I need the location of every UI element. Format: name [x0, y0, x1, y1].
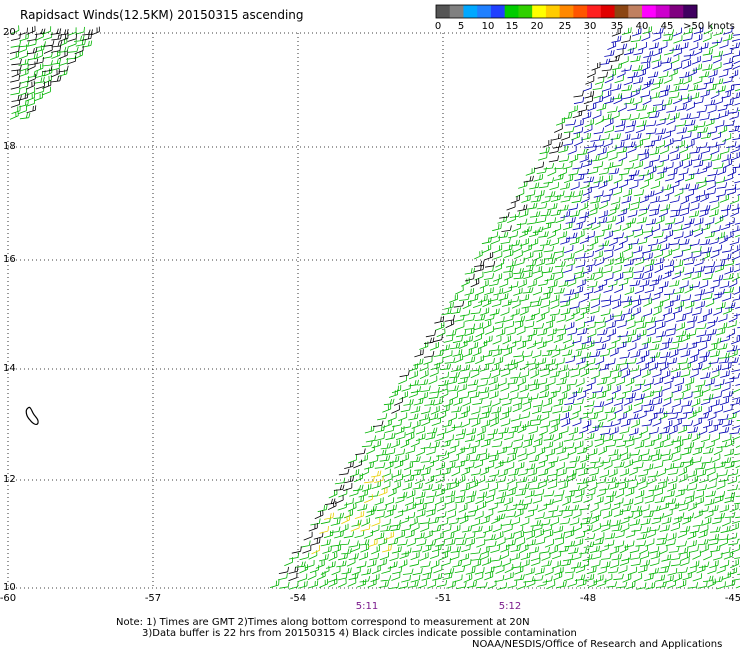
colorbar-swatch [532, 5, 547, 18]
longitude-tick-label: -54 [289, 593, 307, 604]
wind-barb-blue [559, 26, 740, 436]
colorbar-label: 40 [635, 21, 649, 32]
colorbar-label: 5 [457, 21, 465, 32]
longitude-tick-label: -51 [434, 593, 452, 604]
latitude-tick-label: 20 [3, 27, 16, 38]
wind-barb-yellow [311, 470, 394, 555]
colorbar-swatch [504, 5, 519, 18]
colorbar-swatch [683, 5, 698, 18]
colorbar-label: 0 [434, 21, 442, 32]
longitude-tick-label: -48 [579, 593, 597, 604]
colorbar-swatch [669, 5, 684, 18]
latitude-tick-label: 12 [3, 474, 16, 485]
wind-barb-green [9, 25, 740, 590]
colorbar-label: 35 [610, 21, 624, 32]
colorbar-label: 45 [660, 21, 674, 32]
colorbar-swatch [573, 5, 588, 18]
colorbar-swatch [449, 5, 464, 18]
wind-speed-colorbar [435, 4, 698, 19]
colorbar-swatch [628, 5, 643, 18]
colorbar-swatch [477, 5, 492, 18]
note-line-3: NOAA/NESDIS/Office of Research and Appli… [472, 639, 723, 650]
latitude-tick-label: 16 [3, 254, 16, 265]
note-line-2: 3)Data buffer is 22 hrs from 20150315 4)… [142, 628, 577, 639]
latitude-tick-label: 14 [3, 363, 16, 374]
colorbar-swatch [436, 5, 451, 18]
map-title: Rapidsact Winds(12.5KM) 20150315 ascendi… [20, 8, 304, 22]
time-label-first: 5:11 [355, 601, 379, 612]
colorbar-label: 20 [530, 21, 544, 32]
colorbar-label: >50 knots [683, 21, 735, 32]
colorbar-swatch [655, 5, 671, 18]
colorbar-swatch [545, 5, 561, 18]
wind-barb-black [9, 25, 631, 582]
colorbar-swatch [587, 5, 602, 18]
colorbar-swatch [642, 5, 657, 18]
colorbar-label: 10 [481, 21, 495, 32]
colorbar-swatch [614, 5, 629, 18]
colorbar-label: 25 [558, 21, 572, 32]
wind-barbs [9, 25, 740, 590]
colorbar-swatch [518, 5, 533, 18]
colorbar-label: 30 [583, 21, 597, 32]
latitude-tick-label: 18 [3, 141, 16, 152]
longitude-tick-label: -57 [144, 593, 162, 604]
colorbar-swatch [463, 5, 478, 18]
time-label-second: 5:12 [498, 601, 522, 612]
colorbar-swatch [490, 5, 506, 18]
note-line-1: Note: 1) Times are GMT 2)Times along bot… [116, 617, 530, 628]
colorbar-swatch [559, 5, 574, 18]
longitude-tick-label: -45 [724, 593, 740, 604]
longitude-tick-label: -60 [0, 593, 17, 604]
island-outline [25, 406, 39, 426]
colorbar-label: 15 [505, 21, 519, 32]
colorbar-swatch [600, 5, 616, 18]
latitude-tick-label: 10 [3, 582, 16, 593]
